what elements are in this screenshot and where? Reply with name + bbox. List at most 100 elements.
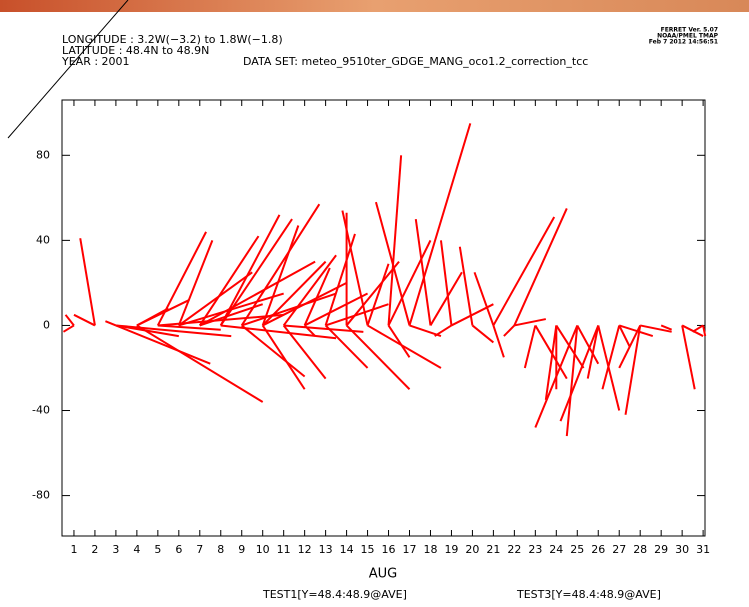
x-tick-label: 19 [444, 543, 458, 556]
stick [199, 260, 316, 327]
stick [115, 324, 211, 365]
stick [341, 210, 369, 326]
x-tick-label: 23 [528, 543, 542, 556]
stick [220, 324, 337, 340]
x-axis-label: AUG [369, 567, 397, 582]
stick [261, 324, 306, 390]
stick [261, 260, 327, 327]
stick [73, 313, 96, 327]
stick [513, 208, 568, 326]
stick [241, 324, 306, 378]
stick [282, 324, 327, 380]
stick [618, 325, 631, 348]
stick [64, 314, 75, 327]
stick [492, 325, 505, 358]
y-tick-label: 80 [36, 148, 50, 161]
longitude: LONGITUDE : 3.2W(−3.2) to 1.8W(−1.8) [62, 33, 283, 46]
footer-label: TEST3[Y=48.4:48.9@AVE] [516, 588, 661, 601]
stick [434, 324, 452, 337]
x-tick-label: 6 [175, 543, 182, 556]
stamp: FERRET Ver. 5.07 [661, 27, 718, 34]
latitude: LATITUDE : 48.4N to 48.9N [62, 44, 209, 57]
y-tick-label: 40 [36, 233, 50, 246]
stick [692, 324, 704, 333]
x-tick-label: 10 [256, 543, 270, 556]
x-tick-label: 8 [217, 543, 224, 556]
x-tick-label: 11 [277, 543, 291, 556]
x-tick-label: 22 [507, 543, 521, 556]
stick [514, 318, 547, 327]
x-tick-label: 3 [112, 543, 119, 556]
stick [492, 216, 556, 326]
stamp: NOAA/PMEL TMAP [657, 33, 719, 40]
x-tick-label: 27 [612, 543, 626, 556]
x-tick-label: 16 [382, 543, 396, 556]
x-tick-label: 9 [238, 543, 245, 556]
stick [624, 325, 642, 415]
stick [618, 324, 654, 338]
stick [414, 218, 432, 326]
y-tick-label: -80 [32, 489, 50, 502]
x-tick-label: 24 [549, 543, 563, 556]
x-tick-label: 30 [675, 543, 689, 556]
stick [458, 246, 474, 326]
stick [115, 324, 232, 338]
dataset: DATA SET: meteo_9510ter_GDGE_MANG_oco1.2… [243, 55, 588, 68]
stick [618, 325, 642, 369]
stick [534, 325, 579, 428]
x-tick-label: 14 [340, 543, 354, 556]
stick [559, 325, 600, 422]
stick [387, 239, 432, 326]
x-tick-label: 4 [133, 543, 140, 556]
stick [178, 271, 253, 327]
stick [586, 325, 600, 379]
year: YEAR : 2001 [61, 55, 130, 68]
stick [660, 324, 673, 331]
stick [157, 324, 221, 331]
stick [439, 240, 453, 326]
x-tick-label: 21 [486, 543, 500, 556]
x-tick-label: 31 [696, 543, 710, 556]
stick [387, 155, 403, 326]
x-tick-label: 15 [361, 543, 375, 556]
stick [105, 320, 117, 327]
stick [240, 203, 321, 326]
x-tick-label: 2 [91, 543, 98, 556]
stick [473, 271, 495, 326]
stick [198, 235, 260, 326]
stick [219, 214, 281, 326]
stick [544, 325, 558, 401]
stick [303, 267, 331, 326]
stick [136, 324, 264, 403]
stick [261, 225, 300, 326]
stick [366, 263, 390, 326]
stick [471, 324, 495, 344]
x-tick-label: 26 [591, 543, 605, 556]
stick [345, 261, 400, 327]
x-tick-label: 29 [654, 543, 668, 556]
stick [576, 324, 600, 365]
stick [408, 123, 472, 326]
x-tick-label: 18 [423, 543, 437, 556]
stick [262, 282, 348, 327]
stick [367, 324, 442, 369]
stick [324, 324, 369, 369]
stick [325, 303, 389, 327]
x-tick-label: 13 [319, 543, 333, 556]
stick [503, 324, 516, 337]
x-tick-label: 1 [70, 543, 77, 556]
stick [156, 231, 207, 326]
stick [177, 240, 214, 326]
footer-label: TEST1[Y=48.4:48.9@AVE] [262, 588, 407, 601]
stick [219, 218, 293, 327]
stick [136, 299, 190, 327]
x-tick-label: 5 [154, 543, 161, 556]
stick [565, 325, 579, 437]
x-tick-label: 12 [298, 543, 312, 556]
y-tick-label: -40 [32, 404, 50, 417]
stamp: Feb 7 2012 14:56:51 [649, 39, 718, 46]
x-tick-label: 7 [196, 543, 203, 556]
stick [304, 292, 369, 327]
stick [639, 324, 672, 333]
